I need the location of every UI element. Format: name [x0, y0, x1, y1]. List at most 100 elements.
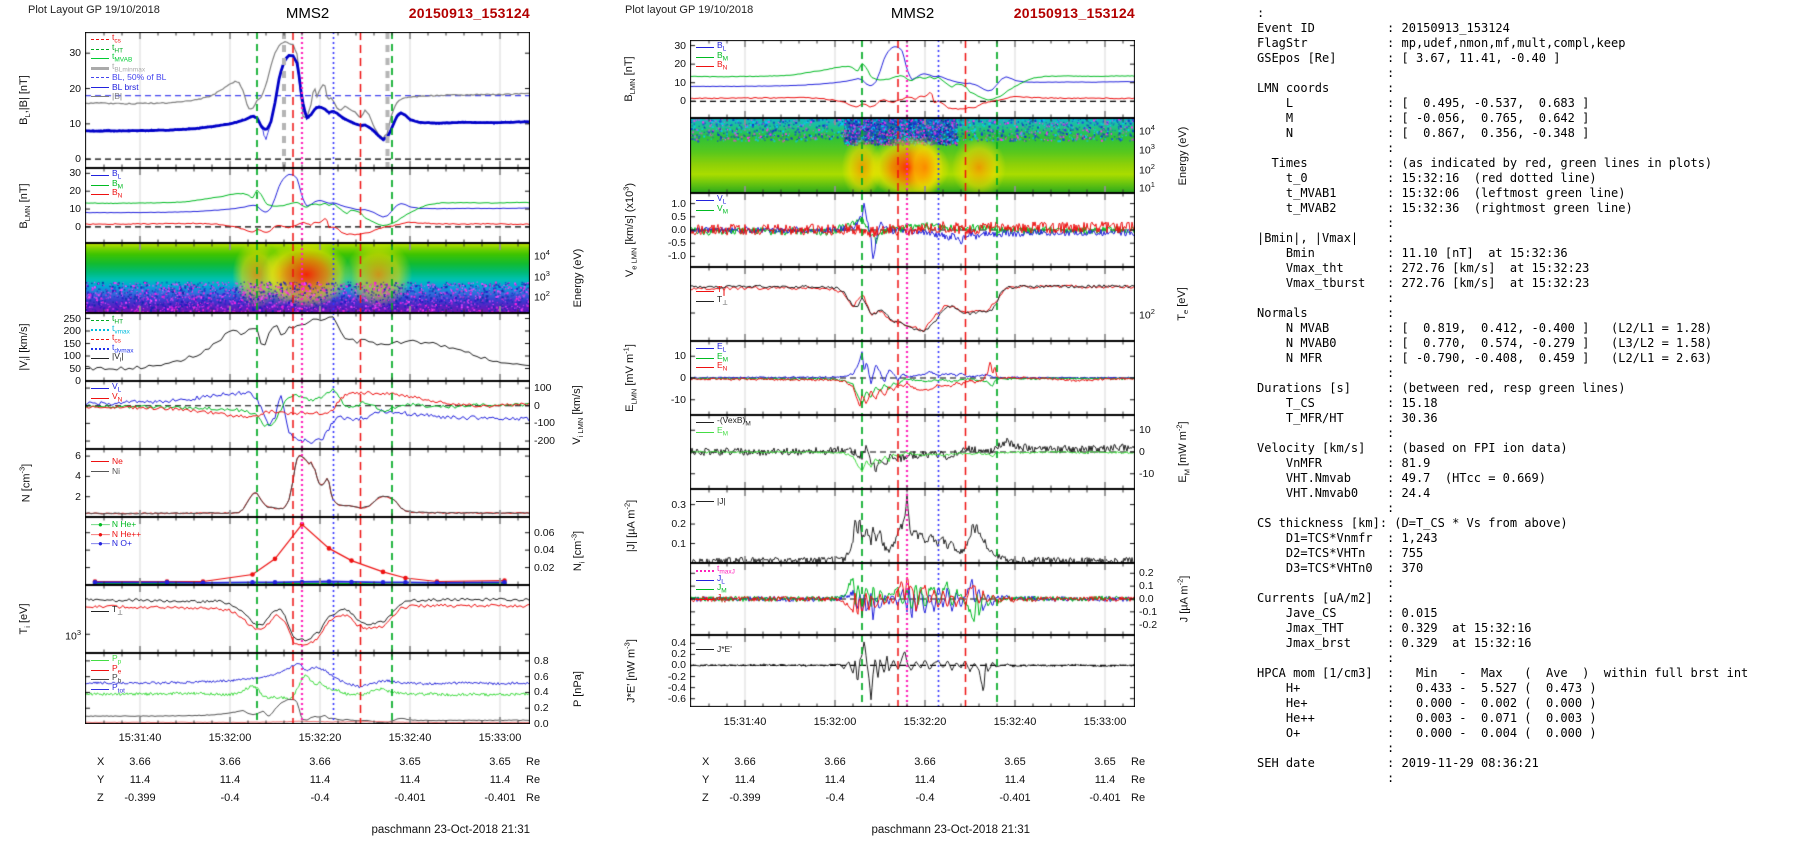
y-tick-label: 103: [534, 269, 550, 284]
time-tick-label: 15:32:40: [388, 732, 432, 744]
left-footer-credit: paschmann 23-Oct-2018 21:31: [371, 824, 530, 836]
panel-legend: Pp Pe Pb Ptot: [91, 654, 125, 695]
position-value: 3.65: [1094, 756, 1116, 768]
position-value: -0.4: [915, 792, 935, 804]
middle-plot-title: MMS2: [890, 5, 935, 22]
y-tick-label: 0.0: [671, 224, 686, 236]
y-tick-label: -0.1: [1139, 605, 1158, 618]
y-tick-label: 2: [75, 490, 81, 503]
y-tick-label: 0: [75, 375, 81, 387]
y-tick-label: 0.1: [671, 537, 686, 550]
y-tick-label: 0: [75, 153, 81, 166]
time-tick-label: 15:31:40: [723, 716, 767, 728]
panel-legend: BL BM BN: [91, 169, 123, 200]
y-axis-label: J*E' [nW m-3]: [622, 639, 638, 703]
y-tick-label: 102: [1139, 307, 1155, 322]
panel-v-lmn: [85, 381, 530, 449]
panel-legend: J*E': [696, 645, 732, 655]
panel-j-dot-e: [690, 635, 1135, 707]
position-value: -0.4: [825, 792, 845, 804]
panel-pressure: [85, 653, 530, 724]
y-tick-label: 20: [69, 185, 81, 198]
position-row-label: X: [97, 756, 105, 768]
time-tick-label: 15:32:20: [298, 732, 342, 744]
panel-b-lmn: [85, 168, 530, 243]
y-tick-label: -1.0: [667, 250, 686, 263]
y-tick-label: -0.5: [667, 237, 686, 250]
y-tick-label: 0.2: [671, 518, 686, 531]
middle-event-id: 20150913_153124: [1013, 5, 1135, 21]
right-axis-label: Ni [cm-3]: [569, 530, 587, 572]
panel-e-spectrogram: [690, 118, 1135, 193]
panel-density: [85, 449, 530, 517]
time-tick-label: 15:33:00: [1083, 716, 1127, 728]
position-value: 3.66: [219, 756, 241, 768]
right-axis-label: EM [mW m-2]: [1174, 421, 1192, 483]
position-row-label: X: [702, 756, 710, 768]
position-value: 3.66: [914, 756, 936, 768]
y-axis-label: BLMN [nT]: [17, 182, 33, 229]
y-tick-label: 102: [534, 288, 550, 304]
y-tick-label: 50: [69, 362, 81, 375]
y-tick-label: -100: [534, 417, 556, 430]
position-unit: Re: [526, 774, 541, 786]
panel-legend: —●— N He+ —●— N He++ —●— N O+: [91, 519, 142, 549]
position-unit: Re: [1131, 756, 1146, 768]
position-value: 11.4: [734, 774, 756, 786]
position-value: -0.399: [124, 792, 156, 804]
y-tick-label: -10: [670, 393, 686, 406]
y-tick-label: 103: [65, 628, 81, 643]
panel-ve-lmn: [690, 193, 1135, 267]
y-tick-label: 103: [1139, 142, 1155, 157]
position-value: 3.65: [399, 756, 421, 768]
y-tick-label: 104: [534, 248, 550, 263]
y-tick-label: 0.06: [534, 526, 555, 539]
y-tick-label: 0.1: [1139, 580, 1154, 593]
position-value: 3.66: [824, 756, 846, 768]
y-tick-label: 200: [63, 325, 81, 337]
y-tick-label: 0.02: [534, 561, 555, 574]
y-tick-label: 100: [63, 350, 81, 362]
right-axis-label: Energy (eV): [572, 248, 584, 308]
y-axis-label: |Vi| [km/s]: [17, 323, 33, 371]
position-unit: Re: [526, 756, 541, 768]
y-tick-label: 0.5: [671, 210, 686, 223]
position-value: -0.4: [310, 792, 330, 804]
y-axis-label: |J| [µA m-2]: [622, 499, 638, 553]
y-tick-label: 0.0: [534, 718, 549, 730]
right-axis-label: Te [eV]: [1175, 287, 1191, 321]
position-value: 11.4: [1094, 774, 1116, 786]
event-info-panel: : Event ID : 20150913_153124 FlagStr : m…: [1257, 6, 1749, 785]
y-tick-label: 10: [674, 350, 686, 363]
position-value: 11.4: [489, 774, 511, 786]
y-tick-label: 10: [674, 76, 686, 89]
left-event-id: 20150913_153124: [408, 5, 530, 21]
panel-legend: tcs tHT tMVAB tBLminmax BL, 50% of BL BL brst…: [91, 33, 166, 102]
position-unit: Re: [1131, 792, 1146, 804]
middle-plot-layout-note: Plot layout GP 19/10/2018: [625, 4, 754, 16]
left-plot-title: MMS2: [285, 5, 330, 22]
time-tick-label: 15:31:40: [118, 732, 162, 744]
y-axis-label: Ti [eV]: [17, 603, 33, 635]
position-value: -0.399: [729, 792, 761, 804]
y-tick-label: 104: [1139, 122, 1155, 138]
y-tick-label: 0.0: [671, 659, 686, 672]
position-row-label: Z: [97, 792, 104, 804]
panel-legend: T∥ T⊥: [696, 285, 728, 307]
panel-j-magnitude: [690, 489, 1135, 563]
panel-legend: T⊥: [91, 605, 123, 617]
y-tick-label: 0.0: [1139, 593, 1154, 605]
panel-t-ion: [85, 585, 530, 653]
position-value: -0.401: [999, 792, 1031, 804]
y-tick-label: 0.4: [671, 637, 686, 650]
y-tick-label: 101: [1139, 179, 1155, 195]
left-plot-layout-note: Plot Layout GP 19/10/2018: [28, 4, 160, 16]
panel-legend: BL BM BN: [696, 41, 728, 72]
panel-legend: VL VN: [91, 382, 122, 404]
panel-j-lmn: [690, 563, 1135, 635]
position-value: -0.401: [484, 792, 516, 804]
position-value: -0.4: [220, 792, 240, 804]
y-tick-label: 0.4: [534, 686, 549, 699]
y-axis-label: BLMN [nT]: [622, 56, 638, 102]
panel-v-magnitude: [85, 313, 530, 381]
